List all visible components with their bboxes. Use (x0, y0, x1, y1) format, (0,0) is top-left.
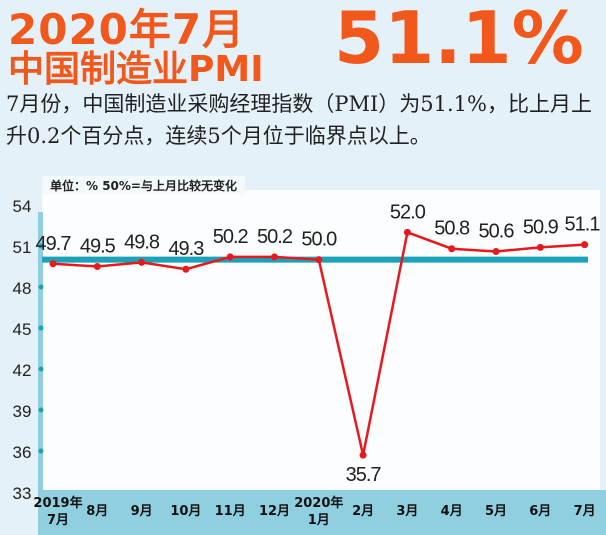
data-label: 49.5 (80, 236, 116, 258)
data-point (403, 228, 411, 236)
data-label: 50.2 (213, 226, 249, 248)
data-point (138, 258, 146, 266)
data-label: 50.0 (301, 229, 337, 251)
data-label: 35.7 (346, 464, 382, 486)
y-tick-dot (38, 366, 44, 372)
data-point (49, 260, 57, 268)
y-tick-dot (38, 448, 44, 454)
x-tick-label: 4月 (441, 504, 463, 519)
data-label: 49.3 (168, 238, 204, 260)
x-axis-band (38, 490, 606, 535)
y-tick-label: 48 (13, 279, 32, 298)
data-label: 51.1 (565, 214, 601, 236)
x-tick-label: 6月 (529, 504, 551, 519)
x-tick-label: 5月 (485, 504, 507, 519)
data-label: 50.8 (434, 218, 470, 240)
y-tick-dot (38, 325, 44, 331)
x-tick-label: 12月 (259, 504, 290, 519)
x-tick-label: 3月 (396, 504, 418, 519)
data-label: 50.6 (479, 220, 515, 242)
y-tick-label: 39 (13, 402, 32, 421)
y-tick-label: 33 (13, 484, 32, 503)
data-label: 49.8 (124, 231, 160, 253)
data-point (581, 241, 589, 249)
data-point (271, 253, 278, 261)
y-tick-label: 54 (13, 197, 32, 216)
x-tick-label: 8月 (86, 504, 108, 519)
data-point (536, 243, 544, 251)
x-tick-label: 10月 (170, 504, 201, 519)
plot-area (42, 190, 600, 492)
data-point (93, 263, 101, 270)
y-tick-dot (38, 284, 44, 290)
y-axis-bar (38, 212, 43, 535)
data-point (448, 245, 456, 253)
x-tick-label: 11月 (215, 504, 246, 519)
data-point (182, 265, 190, 273)
y-tick-dot (38, 407, 44, 413)
x-tick-label: 7月 (47, 513, 69, 528)
x-tick-label: 1月 (308, 513, 330, 528)
data-point (492, 247, 500, 255)
data-label: 50.2 (257, 226, 293, 248)
x-tick-label: 2020年 (294, 495, 343, 511)
x-tick-label: 9月 (131, 504, 153, 519)
data-label: 52.0 (390, 201, 426, 223)
y-tick-dot (38, 243, 44, 249)
data-point (315, 256, 323, 264)
data-point (226, 253, 234, 261)
y-tick-label: 36 (13, 443, 32, 462)
x-tick-label: 7月 (574, 504, 596, 519)
y-tick-label: 42 (13, 361, 32, 380)
data-point (359, 451, 367, 459)
x-tick-label: 2月 (352, 504, 374, 519)
y-tick-label: 45 (13, 320, 32, 339)
title-line-2: 中国制造业PMI (8, 49, 264, 90)
description: 7月份，中国制造业采购经理指数（PMI）为51.1%，比上月上升0.2个百分点，… (6, 92, 592, 148)
data-label: 49.7 (36, 233, 72, 255)
title-line-1: 2020年7月 (8, 5, 246, 54)
y-tick-label: 51 (13, 238, 32, 257)
data-label: 50.9 (523, 216, 559, 238)
x-tick-label: 2019年 (33, 495, 82, 511)
headline-value: 51.1% (334, 0, 584, 80)
unit-note: 单位：% 50%=与上月比较无变化 (42, 176, 245, 195)
